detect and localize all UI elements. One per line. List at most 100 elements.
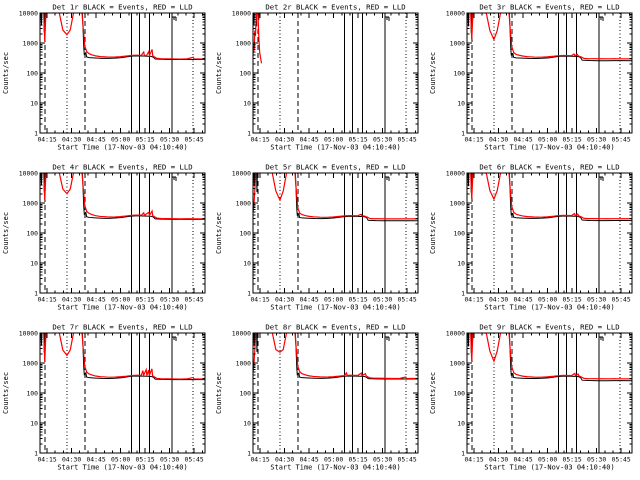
x-tick-label: 04:30: [275, 295, 294, 303]
x-tick-label: 05:00: [538, 295, 557, 303]
y-tick-label: 1000: [449, 359, 465, 367]
x-tick-label: 04:45: [86, 455, 105, 463]
lld-series: [43, 13, 205, 60]
events-series: [40, 13, 205, 61]
y-axis-label: Counts/sec: [2, 212, 10, 254]
x-tick-label: 05:45: [611, 135, 630, 143]
x-tick-label: 05:00: [111, 295, 130, 303]
x-tick-label: 05:00: [111, 135, 130, 143]
x-tick-label: 04:15: [251, 135, 270, 143]
y-tick-label: 10: [457, 419, 465, 427]
x-axis-label: Start Time (17-Nov-03 04:10:40): [271, 143, 401, 151]
x-tick-label: 05:00: [324, 135, 343, 143]
x-tick-label: 05:00: [324, 295, 343, 303]
y-tick-label: 100: [240, 69, 252, 77]
x-tick-label: 05:00: [538, 135, 557, 143]
plot-cell-det-4r: 1 10 100 1000 10000 04:15 04:30 04:45 05:00 05:15…: [0, 160, 213, 320]
x-tick-label: 04:30: [62, 455, 81, 463]
y-tick-label: 10: [457, 259, 465, 267]
x-tick-label: 04:15: [37, 295, 56, 303]
x-tick-label: 05:45: [185, 295, 204, 303]
x-tick-label: 04:15: [251, 455, 270, 463]
x-tick-label: 05:30: [160, 295, 179, 303]
x-tick-label: 05:15: [562, 135, 581, 143]
y-tick-label: 100: [453, 229, 465, 237]
x-tick-label: 04:30: [62, 295, 81, 303]
x-tick-label: 05:30: [160, 135, 179, 143]
y-tick-label: 1: [34, 449, 38, 457]
x-tick-label: 05:45: [398, 455, 417, 463]
x-tick-label: 05:30: [587, 295, 606, 303]
y-tick-label: 1: [461, 129, 465, 137]
x-axis-label: Start Time (17-Nov-03 04:10:40): [57, 463, 187, 471]
x-tick-label: 05:30: [587, 455, 606, 463]
y-tick-label: 10000: [19, 329, 38, 337]
x-tick-label: 05:15: [135, 455, 154, 463]
x-tick-label: 04:30: [489, 135, 508, 143]
x-tick-label: 05:30: [587, 135, 606, 143]
y-tick-label: 10: [30, 99, 38, 107]
lld-series: [469, 173, 632, 220]
events-series: [40, 333, 205, 381]
y-tick-label: 100: [26, 389, 38, 397]
x-axis-label: Start Time (17-Nov-03 04:10:40): [57, 143, 187, 151]
axes-box: [466, 172, 633, 294]
y-tick-label: 1: [34, 129, 38, 137]
y-tick-label: 1: [247, 289, 251, 297]
plot-cell-det-6r: 1 10 100 1000 10000 04:15 04:30 04:45 05:00 05:15…: [427, 160, 640, 320]
y-tick-label: 100: [453, 69, 465, 77]
x-tick-label: 04:15: [464, 295, 483, 303]
y-tick-label: 10000: [445, 329, 464, 337]
x-tick-label: 05:45: [611, 295, 630, 303]
y-axis-label: Counts/sec: [429, 372, 437, 414]
y-tick-label: 10: [244, 99, 252, 107]
y-tick-label: 10000: [19, 9, 38, 17]
x-tick-label: 04:15: [37, 135, 56, 143]
y-tick-label: 1: [34, 289, 38, 297]
x-axis-label: Start Time (17-Nov-03 04:10:40): [57, 303, 187, 311]
y-tick-label: 1000: [23, 359, 39, 367]
events-series: [253, 333, 419, 380]
plot-title: Det 8r BLACK = Events, RED = LLD: [266, 323, 406, 332]
x-tick-label: 05:15: [135, 135, 154, 143]
events-series: [467, 173, 632, 222]
y-tick-label: 1: [247, 449, 251, 457]
axes-box: [39, 12, 206, 134]
x-tick-label: 05:15: [562, 455, 581, 463]
plot-title: Det 7r BLACK = Events, RED = LLD: [52, 323, 192, 332]
y-axis-label: Counts/sec: [429, 52, 437, 94]
x-axis-label: Start Time (17-Nov-03 04:10:40): [271, 463, 401, 471]
lld-series: [469, 13, 632, 60]
y-tick-label: 1000: [236, 359, 252, 367]
x-tick-label: 05:00: [111, 455, 130, 463]
plot-cell-det-1r: 1 10 100 1000 10000 04:15 04:30 04:45 05:00 05:15…: [0, 0, 213, 160]
x-tick-label: 05:30: [373, 455, 392, 463]
events-series: [467, 13, 632, 62]
y-tick-label: 100: [240, 229, 252, 237]
plot-svg-8: 1 10 100 1000 10000 04:15 04:30 04:45 05:00 05:15…: [215, 323, 419, 471]
y-tick-label: 100: [26, 229, 38, 237]
lld-series: [253, 333, 419, 380]
x-tick-label: 05:00: [324, 455, 343, 463]
x-tick-label: 05:45: [185, 135, 204, 143]
plot-svg-5: 1 10 100 1000 10000 04:15 04:30 04:45 05:00 05:15…: [215, 163, 419, 311]
x-tick-label: 04:30: [489, 295, 508, 303]
x-tick-label: 04:45: [300, 295, 319, 303]
y-tick-label: 1: [461, 449, 465, 457]
axes-box: [39, 332, 206, 454]
x-tick-label: 05:15: [562, 295, 581, 303]
plot-cell-det-8r: 1 10 100 1000 10000 04:15 04:30 04:45 05:00 05:15…: [213, 320, 426, 480]
plot-cell-det-5r: 1 10 100 1000 10000 04:15 04:30 04:45 05:00 05:15…: [213, 160, 426, 320]
y-tick-label: 10: [30, 419, 38, 427]
x-tick-label: 05:30: [160, 455, 179, 463]
y-axis-label: Counts/sec: [215, 372, 223, 414]
plot-svg-4: 1 10 100 1000 10000 04:15 04:30 04:45 05:00 05:15…: [2, 163, 206, 311]
plot-title: Det 3r BLACK = Events, RED = LLD: [479, 3, 619, 12]
x-tick-label: 04:15: [37, 455, 56, 463]
x-axis-label: Start Time (17-Nov-03 04:10:40): [484, 143, 614, 151]
y-axis-label: Counts/sec: [429, 212, 437, 254]
x-tick-label: 04:15: [464, 455, 483, 463]
plot-svg-1: 1 10 100 1000 10000 04:15 04:30 04:45 05:00 05:15…: [2, 3, 206, 151]
plot-title: Det 5r BLACK = Events, RED = LLD: [266, 163, 406, 172]
